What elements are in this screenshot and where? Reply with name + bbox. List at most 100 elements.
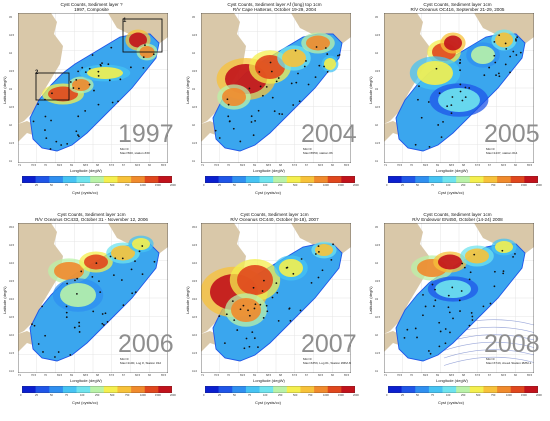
station-dot (84, 110, 87, 112)
y-tick-label: 44.5 (9, 34, 15, 37)
station-dot (60, 144, 63, 146)
gulf-cyst-field (213, 244, 342, 361)
colorbar-tick: 500 (476, 394, 481, 397)
colorbar-tick: 2000 (170, 184, 176, 187)
x-tick-label: 70 (410, 164, 413, 167)
station-dot (88, 67, 91, 70)
cyst-hotspot (222, 88, 246, 106)
station-dot (69, 81, 72, 83)
station-dot (461, 262, 464, 265)
colorbar-tick: 0 (20, 394, 22, 397)
station-dot (248, 345, 251, 348)
colorbar-tick: 75 (431, 184, 434, 187)
colorbar-swatch (131, 176, 146, 183)
colorbar-tick: 100 (263, 184, 268, 187)
station-dot (232, 127, 235, 130)
station-dot (471, 319, 474, 321)
station-dot (317, 276, 320, 279)
year-label: 1997 (118, 120, 174, 148)
station-dot (444, 328, 447, 330)
station-dot (488, 66, 491, 69)
station-dot (261, 290, 264, 292)
station-dot (464, 86, 467, 89)
colorbar-label: Cyst (cysts/cc) (438, 400, 464, 405)
y-tick-label: 43.5 (9, 280, 15, 283)
colorbar-swatch (497, 386, 512, 393)
station-dot (81, 66, 84, 69)
colorbar-tick: 50 (233, 184, 236, 187)
x-tick-label: 68.5 (83, 374, 89, 377)
station-dot (273, 110, 276, 113)
station-dot (270, 70, 273, 73)
station-dot (99, 291, 102, 294)
station-dot (44, 334, 47, 337)
x-tick-label: 67 (305, 164, 308, 167)
station-dot (468, 87, 471, 89)
contour-map (384, 13, 534, 163)
station-dot (78, 135, 80, 138)
x-tick-label: 68 (279, 164, 282, 167)
colorbar (388, 386, 538, 393)
station-dot (414, 327, 417, 330)
colorbar-tick: 2000 (536, 394, 542, 397)
colorbar-swatch (90, 176, 105, 183)
station-dot (448, 311, 451, 314)
x-tick-label: 68 (462, 164, 465, 167)
station-dot (112, 274, 115, 277)
region-box-2 (35, 72, 70, 101)
colorbar-tick: 100 (80, 394, 85, 397)
cyst-hotspot (465, 248, 489, 264)
max-note: Max=1100, Log #, Station #12 (120, 361, 162, 365)
y-tick-label: 41 (375, 370, 378, 373)
station-dot (435, 67, 438, 70)
colorbar-swatch (314, 176, 329, 183)
y-tick-label: 43.0 (9, 298, 15, 301)
x-tick-label: 70.5 (214, 164, 220, 167)
station-dot (259, 85, 262, 88)
x-tick-label: 66.5 (135, 374, 141, 377)
min-note: Min=0 (303, 357, 312, 361)
colorbar-swatch (341, 386, 355, 393)
panel-subtitle: R/V Oceanus OC440, October (8-18), 2007 (230, 217, 319, 222)
station-dot (422, 314, 424, 317)
station-dot (80, 270, 83, 273)
cyst-hotspot (87, 67, 123, 79)
colorbar-tick: 250 (95, 184, 100, 187)
colorbar-tick: 25 (35, 394, 38, 397)
station-dot (473, 253, 476, 256)
station-dot (257, 346, 259, 349)
station-dot (74, 279, 76, 282)
x-tick-label: 66.5 (318, 164, 324, 167)
colorbar-swatch (232, 176, 247, 183)
station-dot (77, 134, 79, 136)
station-dot (49, 148, 52, 150)
y-axis-label: Latitude (degN) (368, 76, 373, 104)
colorbar-swatch (205, 386, 219, 393)
colorbar (205, 176, 355, 183)
colorbar-swatch (327, 176, 342, 183)
station-dot (242, 304, 245, 307)
y-tick-label: 44.5 (192, 34, 198, 37)
station-dot (108, 79, 111, 82)
station-dot (289, 319, 292, 322)
colorbar-swatch (131, 386, 146, 393)
x-tick-label: 69.5 (57, 374, 63, 377)
panel-subtitle: R/V Cape Hatteras, October 19-29, 2004 (232, 7, 317, 12)
colorbar-swatch (205, 176, 219, 183)
station-dot (416, 336, 418, 339)
station-dot (458, 299, 461, 302)
x-tick-label: 65.5 (161, 374, 167, 377)
station-dot (471, 315, 474, 318)
station-dot (504, 63, 507, 66)
station-dot (305, 60, 307, 62)
station-dot (332, 243, 334, 246)
bathymetry-contour (443, 349, 534, 359)
station-dot (427, 350, 430, 352)
station-dot (438, 345, 441, 348)
station-dot (55, 140, 58, 143)
station-dot (97, 74, 100, 77)
panel-subtitle: R/V Oceanus OC416, September 21-29, 2005 (410, 7, 505, 12)
land-west (18, 13, 63, 124)
y-tick-label: 41 (375, 160, 378, 163)
